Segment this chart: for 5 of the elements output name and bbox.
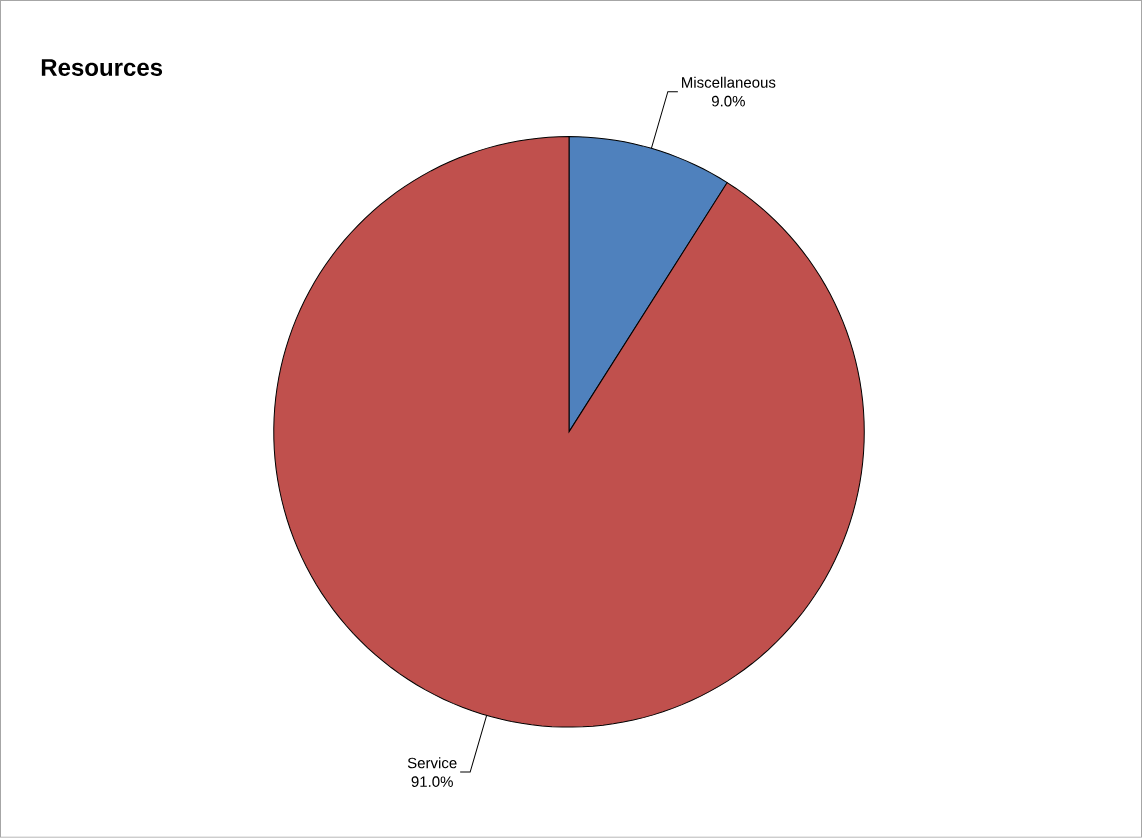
slice-label: Service bbox=[407, 757, 457, 769]
chart-title: Resources bbox=[41, 59, 163, 77]
data-label: 9.0% bbox=[711, 96, 745, 107]
data-label: 91.0% bbox=[411, 776, 453, 788]
slice-label: Miscellaneous bbox=[682, 76, 776, 88]
